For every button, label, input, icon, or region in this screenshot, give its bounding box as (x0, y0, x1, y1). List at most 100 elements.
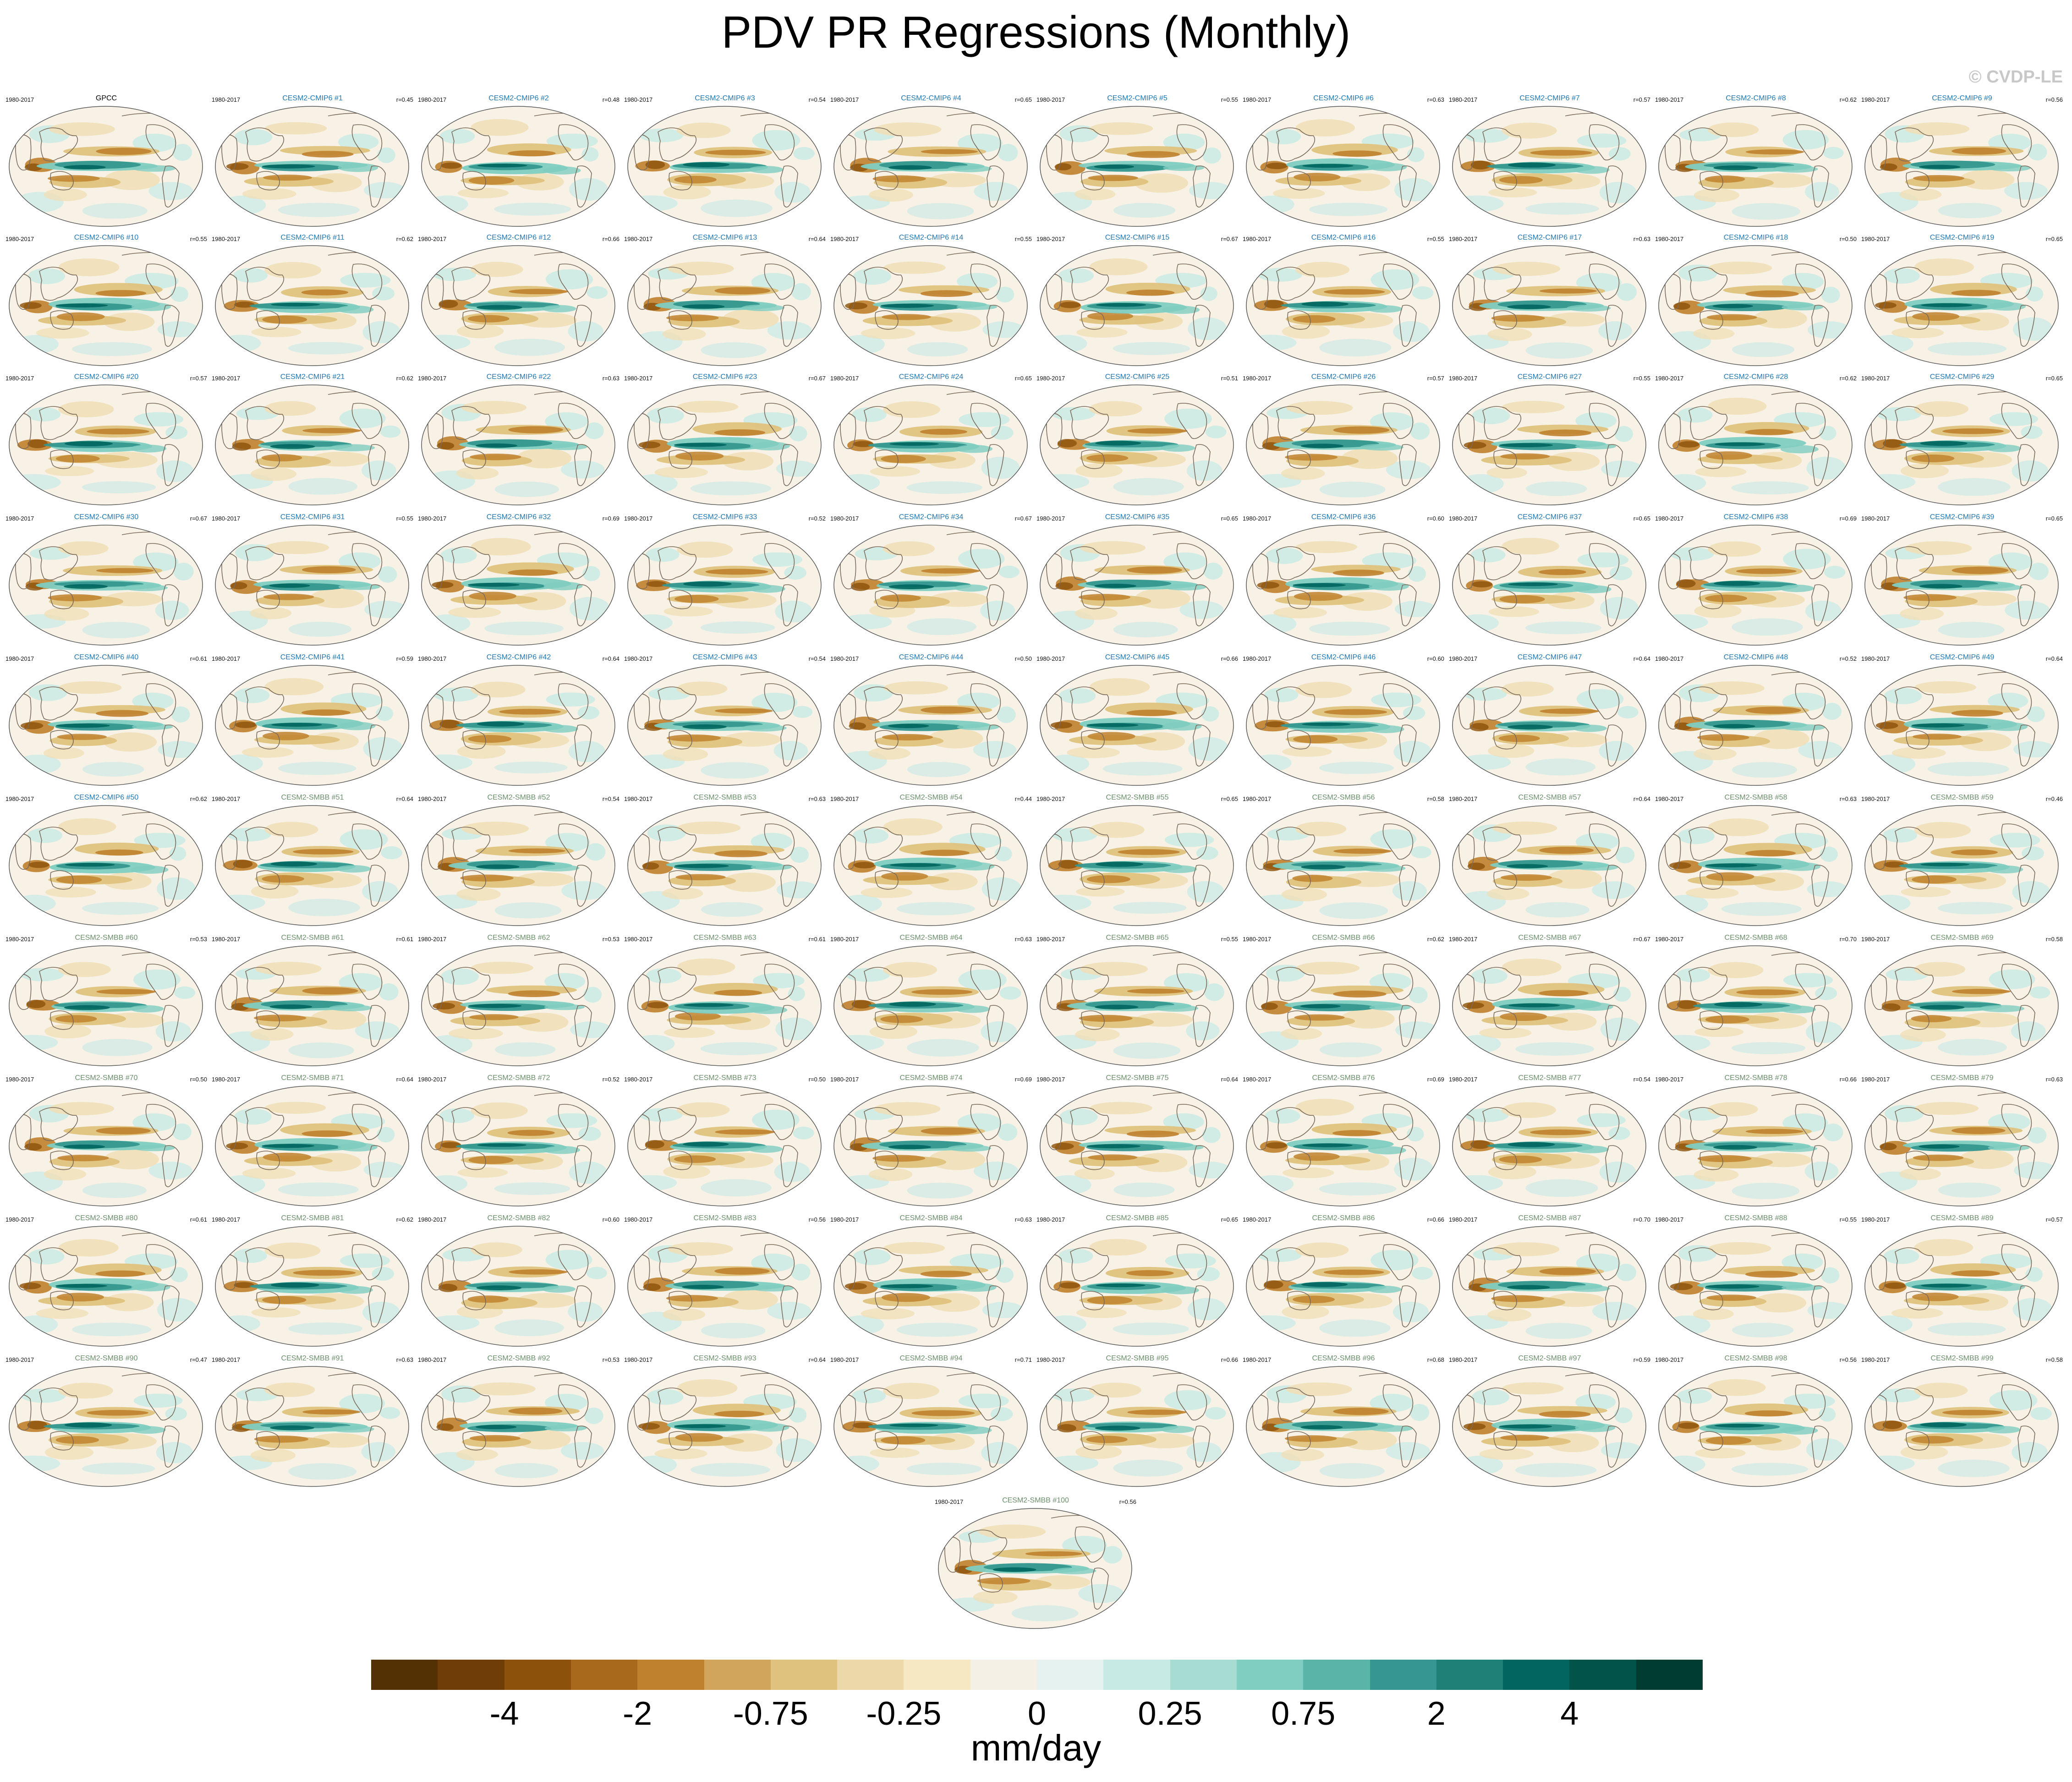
panel-correlation: r=0.56 (2045, 96, 2063, 103)
colorbar-swatch (1569, 1660, 1637, 1690)
regression-map (9, 1366, 203, 1487)
map-panel: 1980-2017 CESM2-CMIP6 #28 r=0.62 (1653, 373, 1858, 512)
panel-period: 1980-2017 (1861, 375, 1890, 382)
panel-correlation: r=0.44 (1014, 795, 1032, 802)
panel-title: CESM2-CMIP6 #35 (1105, 513, 1170, 521)
panel-title: CESM2-SMBB #77 (1518, 1074, 1581, 1082)
regression-map (215, 1086, 409, 1206)
map-panel: 1980-2017 CESM2-CMIP6 #16 r=0.55 (1241, 234, 1446, 373)
panel-correlation: r=0.69 (602, 515, 619, 522)
panel-correlation: r=0.47 (190, 1356, 207, 1363)
regression-map (1864, 1086, 2059, 1206)
map-panel: 1980-2017 CESM2-CMIP6 #8 r=0.62 (1653, 94, 1858, 234)
map-panel: 1980-2017 CESM2-CMIP6 #2 r=0.48 (416, 94, 621, 234)
map-panel: 1980-2017 CESM2-CMIP6 #25 r=0.51 (1035, 373, 1240, 512)
regression-map (215, 245, 409, 366)
map-panel: 1980-2017 CESM2-CMIP6 #12 r=0.66 (416, 234, 621, 373)
map-panel: 1980-2017 CESM2-SMBB #89 r=0.57 (1859, 1214, 2065, 1354)
panel-period: 1980-2017 (1449, 96, 1478, 103)
regression-map (421, 1366, 615, 1487)
panel-title: CESM2-CMIP6 #13 (692, 234, 757, 241)
panel-period: 1980-2017 (1243, 1076, 1272, 1083)
colorbar-swatch (1170, 1660, 1237, 1690)
map-panel: 1980-2017 CESM2-CMIP6 #10 r=0.55 (4, 234, 209, 373)
map-panel: 1980-2017 CESM2-SMBB #63 r=0.61 (622, 934, 828, 1073)
panel-title: CESM2-CMIP6 #34 (899, 513, 964, 521)
map-panel: 1980-2017 CESM2-SMBB #51 r=0.64 (210, 794, 415, 933)
map-panel: 1980-2017 CESM2-SMBB #52 r=0.54 (416, 794, 621, 933)
map-panel: 1980-2017 CESM2-SMBB #57 r=0.64 (1447, 794, 1652, 933)
panel-period: 1980-2017 (1861, 236, 1890, 242)
map-panel: 1980-2017 CESM2-CMIP6 #49 r=0.64 (1859, 653, 2065, 793)
map-panel: 1980-2017 CESM2-SMBB #91 r=0.63 (210, 1354, 415, 1494)
panel-correlation: r=0.62 (190, 795, 207, 802)
panel-correlation: r=0.52 (1839, 655, 1857, 662)
panel-correlation: r=0.56 (1119, 1498, 1136, 1505)
panel-period: 1980-2017 (1655, 795, 1684, 802)
map-panel: 1980-2017 CESM2-SMBB #87 r=0.70 (1447, 1214, 1652, 1354)
regression-map (1246, 106, 1440, 227)
regression-map (1658, 106, 1853, 227)
regression-map (833, 945, 1028, 1066)
panel-title: CESM2-SMBB #68 (1724, 934, 1787, 942)
regression-map (1040, 1226, 1234, 1347)
map-panel: 1980-2017 CESM2-CMIP6 #35 r=0.65 (1035, 513, 1240, 652)
panel-title: CESM2-CMIP6 #31 (280, 513, 345, 521)
regression-map (1658, 245, 1853, 366)
panel-period: 1980-2017 (624, 1356, 653, 1363)
map-panel: 1980-2017 CESM2-SMBB #66 r=0.62 (1241, 934, 1446, 1073)
panel-correlation: r=0.59 (396, 655, 413, 662)
panel-title: CESM2-CMIP6 #19 (1929, 234, 1995, 241)
panel-title: CESM2-CMIP6 #43 (692, 653, 757, 661)
panel-title: CESM2-CMIP6 #17 (1517, 234, 1582, 241)
panel-period: 1980-2017 (418, 375, 447, 382)
colorbar-swatch (1503, 1660, 1570, 1690)
panel-period: 1980-2017 (1655, 236, 1684, 242)
panel-correlation: r=0.53 (602, 936, 619, 943)
panel-correlation: r=0.65 (1221, 1216, 1238, 1223)
panel-title: CESM2-SMBB #71 (281, 1074, 344, 1082)
colorbar-swatch (504, 1660, 571, 1690)
map-panel: 1980-2017 CESM2-CMIP6 #47 r=0.64 (1447, 653, 1652, 793)
regression-map (833, 245, 1028, 366)
regression-map (627, 525, 822, 646)
colorbar-tick-label: -0.25 (866, 1695, 942, 1732)
panel-period: 1980-2017 (1243, 236, 1272, 242)
colorbar-swatch (904, 1660, 971, 1690)
regression-map (1658, 525, 1853, 646)
panel-title: CESM2-CMIP6 #37 (1517, 513, 1582, 521)
map-panel: 1980-2017 CESM2-CMIP6 #3 r=0.54 (622, 94, 828, 234)
panel-correlation: r=0.53 (190, 936, 207, 943)
regression-map (833, 1366, 1028, 1487)
panel-correlation: r=0.66 (602, 236, 619, 242)
panel-period: 1980-2017 (1655, 1356, 1684, 1363)
colorbar-tick-label: 0.25 (1138, 1695, 1202, 1732)
panel-period: 1980-2017 (5, 96, 34, 103)
panel-period: 1980-2017 (830, 1076, 859, 1083)
panel-correlation: r=0.57 (1633, 96, 1650, 103)
panel-period: 1980-2017 (935, 1498, 964, 1505)
panel-correlation: r=0.54 (602, 795, 619, 802)
panel-period: 1980-2017 (212, 375, 241, 382)
map-panel: 1980-2017 CESM2-SMBB #75 r=0.64 (1035, 1074, 1240, 1213)
regression-map (833, 805, 1028, 926)
panel-correlation: r=0.63 (602, 375, 619, 382)
panel-correlation: r=0.66 (1221, 655, 1238, 662)
panel-correlation: r=0.61 (190, 655, 207, 662)
panel-period: 1980-2017 (830, 1356, 859, 1363)
regression-map (9, 106, 203, 227)
panel-correlation: r=0.57 (2045, 1216, 2063, 1223)
panel-correlation: r=0.50 (808, 1076, 826, 1083)
regression-map (833, 1226, 1028, 1347)
panel-title: CESM2-SMBB #72 (487, 1074, 550, 1082)
map-panel: 1980-2017 CESM2-CMIP6 #48 r=0.52 (1653, 653, 1858, 793)
regression-map (215, 525, 409, 646)
colorbar-swatch (837, 1660, 904, 1690)
regression-map (9, 525, 203, 646)
panel-title: CESM2-CMIP6 #8 (1726, 94, 1786, 102)
panel-title: CESM2-SMBB #91 (281, 1354, 344, 1362)
panel-correlation: r=0.62 (1427, 936, 1444, 943)
map-panel: 1980-2017 CESM2-CMIP6 #1 r=0.45 (210, 94, 415, 234)
panel-period: 1980-2017 (624, 375, 653, 382)
regression-map (1658, 1366, 1853, 1487)
